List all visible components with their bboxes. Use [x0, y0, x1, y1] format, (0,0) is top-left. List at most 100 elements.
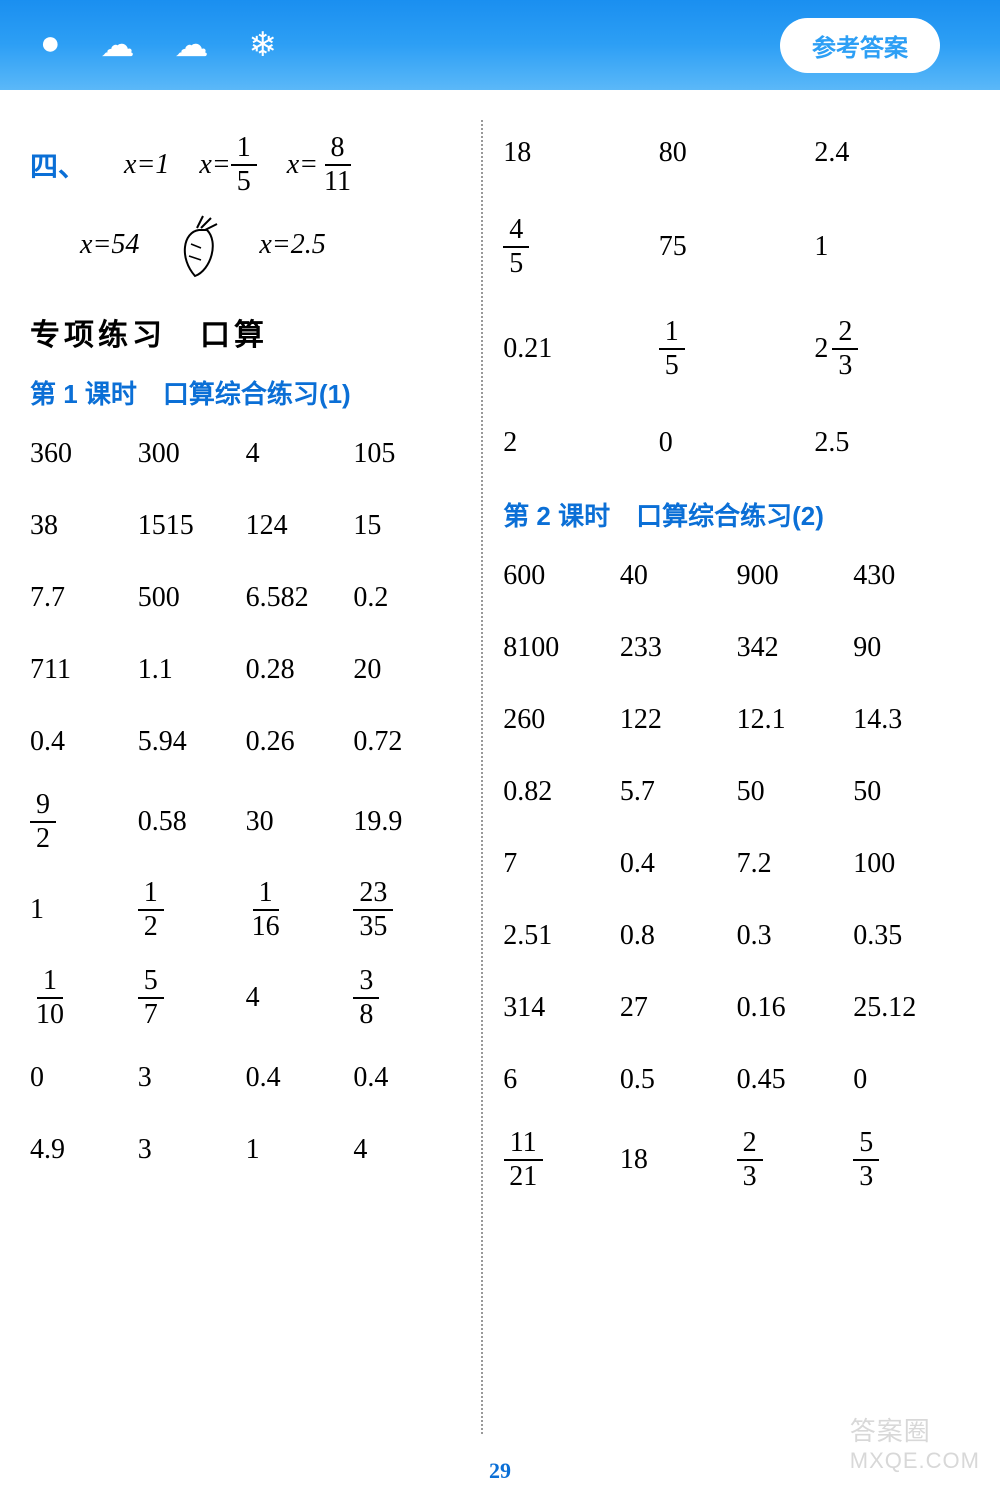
answer-cell: 500	[138, 575, 246, 621]
answer-cell: 90	[853, 625, 970, 671]
answer-cell: 2.5	[814, 420, 970, 466]
lesson-1-title: 第 1 课时 口算综合练习(1)	[30, 374, 461, 411]
answer-cell: 57	[138, 967, 246, 1029]
watermark-line-2: MXQE.COM	[850, 1448, 980, 1474]
answer-cell: 260	[503, 697, 620, 743]
lesson-1-answer-grid-continued: 18802.4457510.2115223202.5	[503, 130, 970, 466]
page-header: ● ☁ ☁ ❄ 参考答案	[0, 0, 1000, 90]
answer-cell: 124	[246, 503, 354, 549]
watermark-line-1: 答案圈	[850, 1411, 980, 1448]
answer-cell: 40	[620, 553, 737, 599]
answer-cell: 45	[503, 216, 659, 278]
answer-cell: 4	[246, 967, 354, 1029]
header-decorations: ● ☁ ☁ ❄	[40, 25, 277, 65]
answer-cell: 5.94	[138, 719, 246, 765]
deco-circle-icon: ●	[40, 25, 61, 65]
answer-cell: 1	[246, 1127, 354, 1173]
deco-snowflake-icon: ❄	[249, 25, 278, 65]
answer-cell: 4	[353, 1127, 461, 1173]
answer-cell: 6.582	[246, 575, 354, 621]
answer-cell: 2335	[353, 879, 461, 941]
answer-cell: 600	[503, 553, 620, 599]
answer-cell: 50	[853, 769, 970, 815]
answer-cell: 342	[737, 625, 854, 671]
answer-cell: 1	[814, 216, 970, 278]
answer-cell: 900	[737, 553, 854, 599]
answer-cell: 50	[737, 769, 854, 815]
carrot-icon	[169, 210, 229, 280]
answer-cell: 30	[246, 791, 354, 853]
answer-cell: 0	[853, 1057, 970, 1103]
deco-cloud-icon: ☁	[101, 25, 135, 65]
watermark: 答案圈 MXQE.COM	[850, 1411, 980, 1474]
equation: x=2.5	[259, 229, 325, 261]
answer-cell: 2	[503, 420, 659, 466]
page-content: 四、 x=1 x=15 x=811 x=54 x=2.5 专项练习 口算 第 1…	[0, 90, 1000, 1444]
answer-cell: 7.7	[30, 575, 138, 621]
answer-cell: 0.3	[737, 913, 854, 959]
answer-cell: 1.1	[138, 647, 246, 693]
answer-cell: 360	[30, 431, 138, 477]
answer-cell: 3	[138, 1055, 246, 1101]
answer-key-badge: 参考答案	[780, 18, 940, 73]
left-column: 四、 x=1 x=15 x=811 x=54 x=2.5 专项练习 口算 第 1…	[30, 120, 481, 1434]
answer-cell: 7.2	[737, 841, 854, 887]
answer-cell: 20	[353, 647, 461, 693]
answer-cell: 100	[853, 841, 970, 887]
answer-cell: 122	[620, 697, 737, 743]
answer-cell: 15	[659, 318, 815, 380]
answer-cell: 6	[503, 1057, 620, 1103]
answer-cell: 0.16	[737, 985, 854, 1031]
answer-cell: 12.1	[737, 697, 854, 743]
answer-cell: 0.45	[737, 1057, 854, 1103]
answer-cell: 0.5	[620, 1057, 737, 1103]
answer-cell: 15	[353, 503, 461, 549]
answer-cell: 5.7	[620, 769, 737, 815]
answer-cell: 0.21	[503, 318, 659, 380]
right-column: 18802.4457510.2115223202.5 第 2 课时 口算综合练习…	[481, 120, 970, 1434]
answer-cell: 18	[503, 130, 659, 176]
answer-cell: 110	[30, 967, 138, 1029]
answer-cell: 300	[138, 431, 246, 477]
answer-cell: 0.82	[503, 769, 620, 815]
answer-cell: 0.8	[620, 913, 737, 959]
answer-cell: 19.9	[353, 791, 461, 853]
answer-cell: 2.4	[814, 130, 970, 176]
answer-cell: 0.28	[246, 647, 354, 693]
answer-cell: 0.4	[246, 1055, 354, 1101]
answer-cell: 314	[503, 985, 620, 1031]
answer-cell: 80	[659, 130, 815, 176]
answer-cell: 4	[246, 431, 354, 477]
answer-cell: 233	[620, 625, 737, 671]
lesson-1-answer-grid: 3603004105381515124157.75006.5820.27111.…	[30, 431, 461, 1173]
deco-cloud-icon: ☁	[175, 25, 209, 65]
answer-cell: 116	[246, 879, 354, 941]
special-practice-title: 专项练习 口算	[30, 310, 461, 354]
answer-cell: 0.4	[620, 841, 737, 887]
answer-cell: 1121	[503, 1129, 620, 1191]
equation: x=1	[124, 149, 169, 181]
answer-cell: 0	[30, 1055, 138, 1101]
answer-cell: 38	[353, 967, 461, 1029]
answer-cell: 223	[814, 318, 970, 380]
answer-cell: 53	[853, 1129, 970, 1191]
answer-cell: 0.26	[246, 719, 354, 765]
answer-cell: 4.9	[30, 1127, 138, 1173]
answer-cell: 711	[30, 647, 138, 693]
equation: x=15	[199, 134, 256, 196]
answer-cell: 105	[353, 431, 461, 477]
answer-cell: 23	[737, 1129, 854, 1191]
answer-cell: 8100	[503, 625, 620, 671]
answer-cell: 12	[138, 879, 246, 941]
section-4-row-2: x=54 x=2.5	[30, 210, 461, 280]
answer-cell: 18	[620, 1129, 737, 1191]
answer-cell: 0.4	[30, 719, 138, 765]
answer-cell: 75	[659, 216, 815, 278]
section-4-row-1: 四、 x=1 x=15 x=811	[30, 134, 461, 196]
answer-cell: 38	[30, 503, 138, 549]
answer-cell: 0.4	[353, 1055, 461, 1101]
lesson-2-answer-grid: 6004090043081002333429026012212.114.30.8…	[503, 553, 970, 1191]
answer-cell: 14.3	[853, 697, 970, 743]
answer-cell: 0.72	[353, 719, 461, 765]
answer-cell: 2.51	[503, 913, 620, 959]
